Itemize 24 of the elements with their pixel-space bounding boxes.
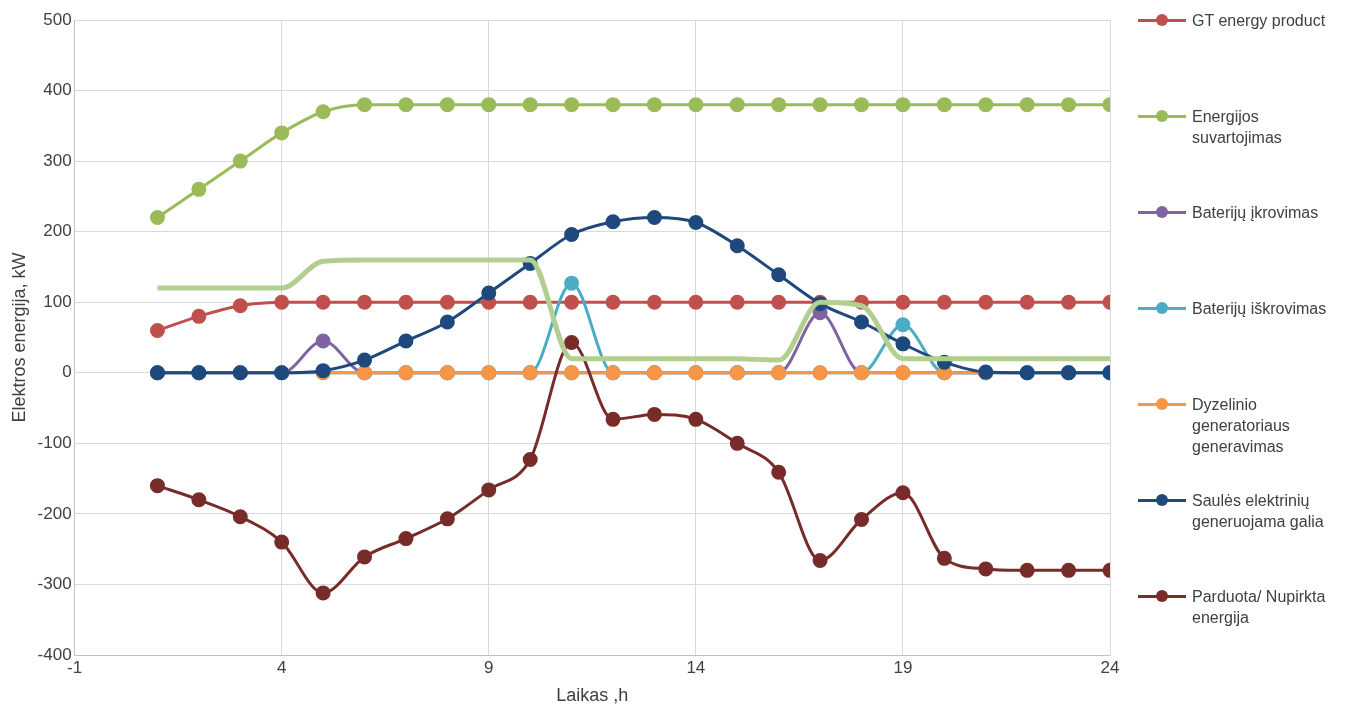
y-tick-label: 300 — [43, 150, 72, 170]
y-tick-label: 0 — [62, 362, 72, 382]
x-axis-title: Laikas ,h — [556, 685, 629, 706]
y-axis-title: Elektros energija, kW — [8, 252, 29, 423]
x-tick-label: 19 — [893, 657, 913, 677]
x-tick-label: 24 — [1100, 657, 1120, 677]
x-tick-label: 9 — [484, 657, 494, 677]
legend-label: GT energy product — [1192, 11, 1327, 31]
legend-label: Parduota/ Nupirkta energija — [1192, 587, 1327, 628]
legend-label: Baterijų iškrovimas — [1192, 299, 1328, 319]
y-tick-label: -300 — [37, 574, 72, 594]
y-tick-label: 500 — [43, 9, 72, 29]
y-tick-label: 100 — [43, 291, 72, 311]
legend-label: Dyzelinio generatoriaus generavimas — [1192, 395, 1291, 457]
y-tick-label: -100 — [37, 433, 72, 453]
legend-label: Saulės elektrinių generuojama galia — [1192, 491, 1325, 532]
y-tick-label: 400 — [43, 80, 72, 100]
x-tick-label: 14 — [686, 657, 706, 677]
y-tick-label: 200 — [43, 221, 72, 241]
legend-label: Energijos suvartojimas — [1192, 107, 1283, 148]
y-tick-label: -200 — [37, 503, 72, 523]
legend-label: Baterijų įkrovimas — [1192, 203, 1320, 223]
y-tick-label: -400 — [37, 644, 72, 664]
x-tick-label: 4 — [276, 657, 287, 677]
